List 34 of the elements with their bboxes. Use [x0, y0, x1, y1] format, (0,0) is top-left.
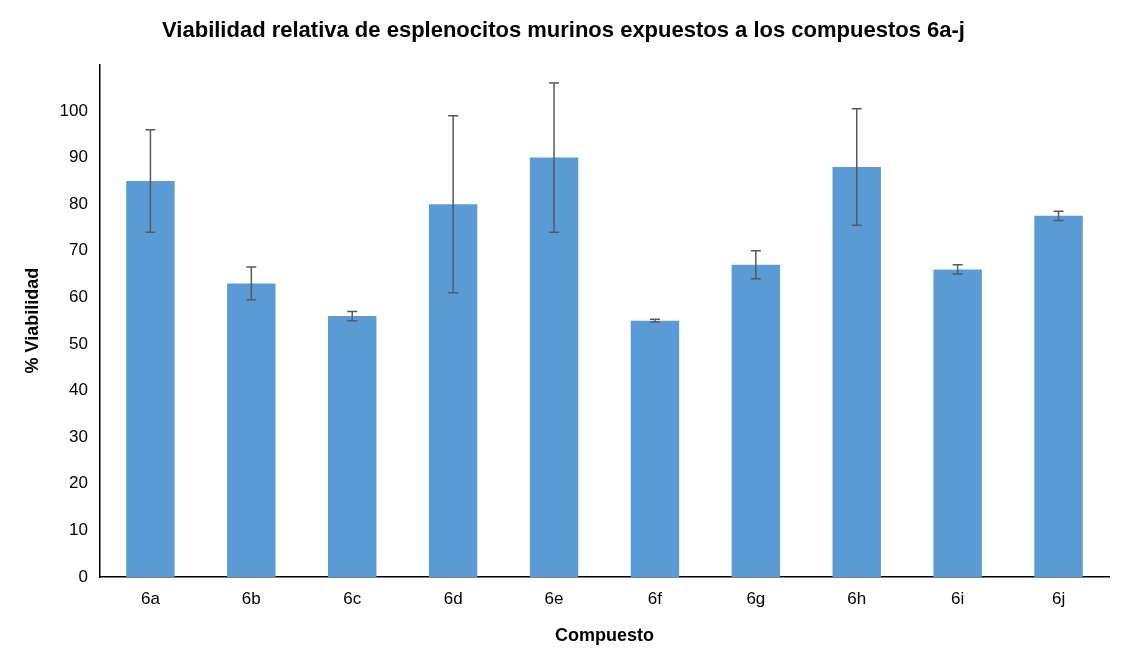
bar — [731, 264, 781, 577]
y-tick-label: 10 — [69, 520, 88, 540]
x-tick-label: 6i — [951, 588, 965, 608]
bar — [328, 316, 377, 577]
x-tick-label: 6b — [241, 588, 261, 608]
y-tick-label: 30 — [69, 426, 88, 446]
x-tick-label: 6g — [746, 588, 766, 608]
x-tick-label: 6d — [443, 588, 463, 608]
y-tick-label: 90 — [69, 147, 88, 167]
y-tick-label: 100 — [59, 100, 88, 120]
x-tick-label: 6c — [343, 588, 362, 608]
y-tick-label: 70 — [69, 240, 88, 260]
x-tick-label: 6f — [647, 588, 663, 608]
x-tick-label: 6a — [140, 588, 161, 608]
y-tick-label: 20 — [69, 473, 88, 493]
bar — [630, 320, 680, 577]
x-tick-label: 6e — [544, 588, 564, 608]
bar — [428, 204, 478, 577]
y-tick-label: 60 — [69, 287, 88, 307]
bar — [832, 166, 881, 577]
y-tick-label: 80 — [69, 193, 88, 213]
x-tick-label: 6j — [1051, 588, 1066, 608]
bar — [529, 157, 579, 577]
chart-title: Viabilidad relativa de esplenocitos murinos expuestos a los compuestos 6a-j — [162, 17, 965, 43]
bar — [1034, 215, 1083, 577]
y-tick-label: 0 — [78, 566, 88, 586]
y-axis-title: % Viabilidad — [21, 267, 42, 374]
y-tick-label: 50 — [69, 333, 88, 353]
x-tick-label: 6h — [847, 588, 867, 608]
x-axis-title: Compuesto — [554, 625, 654, 646]
bar — [126, 180, 175, 577]
bar — [227, 283, 276, 577]
bar — [933, 269, 982, 577]
y-tick-label: 40 — [69, 380, 88, 400]
